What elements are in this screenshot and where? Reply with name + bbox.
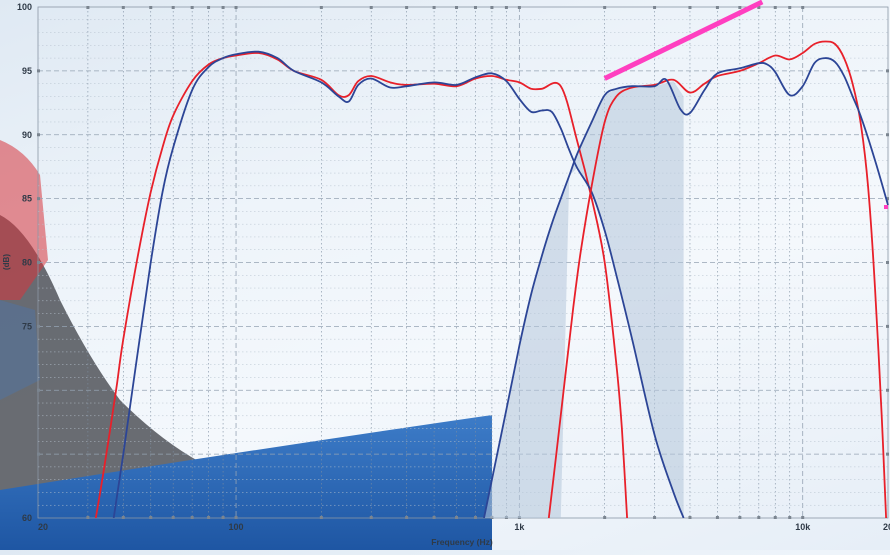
tick-marker-left [37,324,40,328]
tick-marker-right [886,324,889,328]
tick-marker-bottom [234,516,238,519]
tick-marker-top [369,6,373,9]
tick-marker-bottom [121,516,125,519]
tick-marker-top [455,6,459,9]
tick-marker-top [504,6,508,9]
y-tick-label: 95 [22,66,32,76]
tick-marker-top [171,6,175,9]
guitarist-jeans-shape [0,300,40,400]
tick-marker-bottom [369,516,373,519]
tick-marker-left [37,69,40,73]
tick-marker-top [688,6,692,9]
tick-marker-left [37,388,40,392]
tick-marker-bottom [149,516,153,519]
tick-marker-bottom [190,516,194,519]
tick-marker-bottom [788,516,792,519]
tick-marker-right [886,261,889,264]
tick-marker-bottom [715,516,719,519]
tick-marker-top [517,6,521,9]
y-tick-label: 90 [22,130,32,140]
tick-marker-bottom [207,516,211,519]
tick-marker-top [603,6,607,9]
guitarist-shirt-shape [0,140,48,300]
y-tick-label: 100 [17,2,32,12]
series-group [94,40,889,518]
y-tick-label: 75 [22,321,32,331]
crossover-shaded-region [484,81,684,518]
tick-marker-right [886,452,889,456]
series-line-woofer-red [94,52,628,518]
y-tick-label: 80 [22,258,32,268]
x-tick-label: 20 [883,522,890,532]
tick-marker-top [121,6,125,9]
tick-marker-top [149,6,153,9]
tick-marker-top [86,6,90,9]
tick-marker-right [886,69,889,73]
tick-marker-top [432,6,436,9]
tick-marker-top [473,6,477,9]
tick-marker-top [788,6,792,9]
tick-marker-bottom [688,516,692,519]
tick-marker-bottom [473,516,477,519]
series-line-tweeter-blue [483,57,889,518]
tick-marker-top [190,6,194,9]
tick-marker-bottom [603,516,607,519]
tick-marker-bottom [801,516,805,519]
tick-marker-left [37,133,40,137]
tick-marker-right [886,388,889,392]
tick-marker-top [405,6,409,9]
guitar-shape [0,215,200,505]
tick-marker-bottom [86,516,90,519]
tick-marker-left [37,452,40,456]
x-tick-label: 100 [229,522,244,532]
tick-marker-top [757,6,761,9]
tick-marker-right [886,133,889,137]
tick-marker-bottom [738,516,742,519]
background-artwork [0,140,492,550]
x-tick-label: 1k [514,522,525,532]
tick-marker-top [221,6,225,9]
y-axis-label: (dB) [2,254,11,270]
tick-marker-bottom [171,516,175,519]
annotation-pink-segment [603,0,764,81]
tick-marker-bottom [653,516,657,519]
tick-marker-right [886,197,889,201]
tick-marker-top [207,6,211,9]
tick-marker-top [653,6,657,9]
tick-marker-top [234,6,238,9]
tick-marker-bottom [319,516,323,519]
x-tick-label: 10k [795,522,811,532]
tick-marker-top [490,6,494,9]
tick-marker-left [37,261,40,264]
tick-marker-left [37,197,40,201]
tick-marker-bottom [757,516,761,519]
tick-marker-top [319,6,323,9]
tick-marker-top [773,6,777,9]
tick-marker-bottom [432,516,436,519]
tick-marker-bottom [455,516,459,519]
series-line-tweeter-red [547,40,887,518]
tick-marker-top [715,6,719,9]
annotation-pink-marker [884,205,888,210]
x-tick-label: 20 [38,522,48,532]
tick-marker-top [801,6,805,9]
tick-marker-bottom [221,516,225,519]
tick-marker-top [738,6,742,9]
tick-marker-bottom [405,516,409,519]
series-line-woofer-blue [112,50,685,518]
x-axis-label: Frequency (Hz) [431,537,493,547]
y-tick-label: 85 [22,194,32,204]
tick-marker-bottom [773,516,777,519]
y-tick-label: 60 [22,513,32,523]
